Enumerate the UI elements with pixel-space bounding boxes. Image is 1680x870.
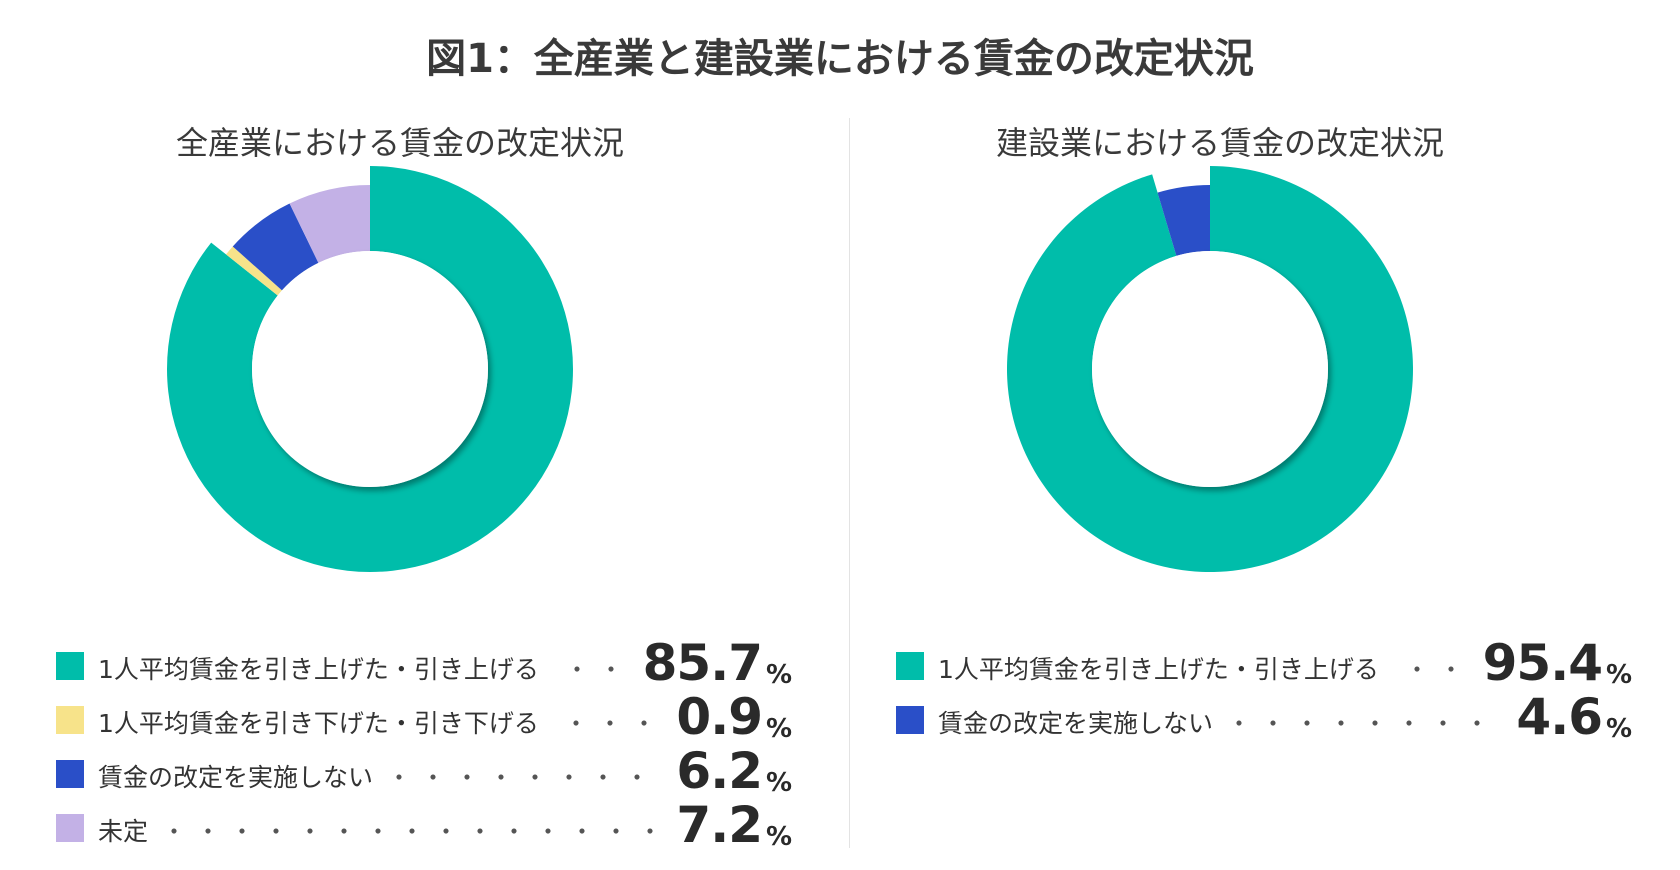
legend-label: 1人平均賃金を引き下げた・引き下げる (98, 709, 539, 738)
donut-slice-2 (226, 246, 282, 296)
legend-swatch (896, 652, 924, 680)
donut-slice-2 (1157, 185, 1210, 256)
legend-swatch (56, 706, 84, 734)
legend-unit: % (765, 768, 792, 798)
legend-construction: 1人平均賃金を引き上げた・引き上げる 95.4% ・・賃金の改定を実施しない 4.6%… (896, 634, 1636, 748)
figure-title: 図1：全産業と建設業における賃金の改定状況 (426, 36, 1254, 82)
legend-unit: % (765, 822, 792, 852)
leader-dots: ・・・ (564, 710, 666, 738)
legend-unit: % (1605, 714, 1632, 744)
legend-label: 1人平均賃金を引き上げた・引き上げる (938, 655, 1379, 684)
legend-row: 1人平均賃金を引き上げた・引き上げる 85.7% ・・ (56, 634, 796, 694)
legend-value: 85.7 (642, 634, 763, 692)
donut-chart-all-industries (167, 166, 573, 572)
legend-value: 0.9 (676, 688, 763, 746)
legend-value: 4.6 (1516, 688, 1603, 746)
panel-divider (849, 118, 850, 848)
legend-label: 賃金の改定を実施しない (938, 709, 1214, 738)
legend-value: 7.2 (676, 796, 763, 854)
leader-dots: ・・ (1405, 656, 1473, 684)
legend-all-industries: 1人平均賃金を引き上げた・引き上げる 85.7% ・・ 1人平均賃金を引き下げた・引き… (56, 634, 796, 856)
chart-title-construction: 建設業における賃金の改定状況 (995, 124, 1444, 162)
legend-row: 賃金の改定を実施しない 4.6% ・・・・・・・・・ (896, 688, 1636, 748)
donut-slice-1 (1007, 166, 1413, 572)
donut-slice-4 (289, 185, 370, 263)
donut-chart-construction (1007, 166, 1413, 572)
legend-label: 未定 (98, 817, 149, 846)
legend-swatch (56, 652, 84, 680)
chart-title-all-industries: 全産業における賃金の改定状況 (175, 124, 624, 162)
legend-row: 1人平均賃金を引き上げた・引き上げる 95.4% ・・ (896, 634, 1636, 694)
legend-row: 1人平均賃金を引き下げた・引き下げる 0.9% ・・・ (56, 688, 796, 748)
donut-slice-1 (167, 166, 573, 572)
legend-row: 未定 7.2% ・・・・・・・・・・・・・・・・ (56, 796, 796, 856)
leader-dots: ・・・・・・・・・ (1227, 710, 1506, 738)
legend-label: 賃金の改定を実施しない (98, 763, 374, 792)
donut-hole (252, 251, 488, 487)
legend-value: 6.2 (676, 742, 763, 800)
leader-dots: ・・・・・・・・・・・・・・・・ (162, 818, 666, 846)
legend-swatch (896, 706, 924, 734)
leader-dots: ・・・・・・・・・ (387, 764, 666, 792)
panel-all-industries: 全産業における賃金の改定状況 1人平均賃金を引き上げた・引き上げる 85.7% ・・… (56, 124, 796, 856)
legend-row: 賃金の改定を実施しない 6.2% ・・・・・・・・・ (56, 742, 796, 802)
legend-swatch (56, 760, 84, 788)
legend-unit: % (765, 660, 792, 690)
leader-dots: ・・ (565, 656, 633, 684)
donut-slice-3 (232, 203, 319, 291)
legend-unit: % (765, 714, 792, 744)
legend-label: 1人平均賃金を引き上げた・引き上げる (98, 655, 539, 684)
legend-unit: % (1605, 660, 1632, 690)
legend-value: 95.4 (1482, 634, 1603, 692)
legend-swatch (56, 814, 84, 842)
panel-construction: 建設業における賃金の改定状況 1人平均賃金を引き上げた・引き上げる 95.4% ・・… (840, 0, 1680, 870)
donut-hole (1092, 251, 1328, 487)
